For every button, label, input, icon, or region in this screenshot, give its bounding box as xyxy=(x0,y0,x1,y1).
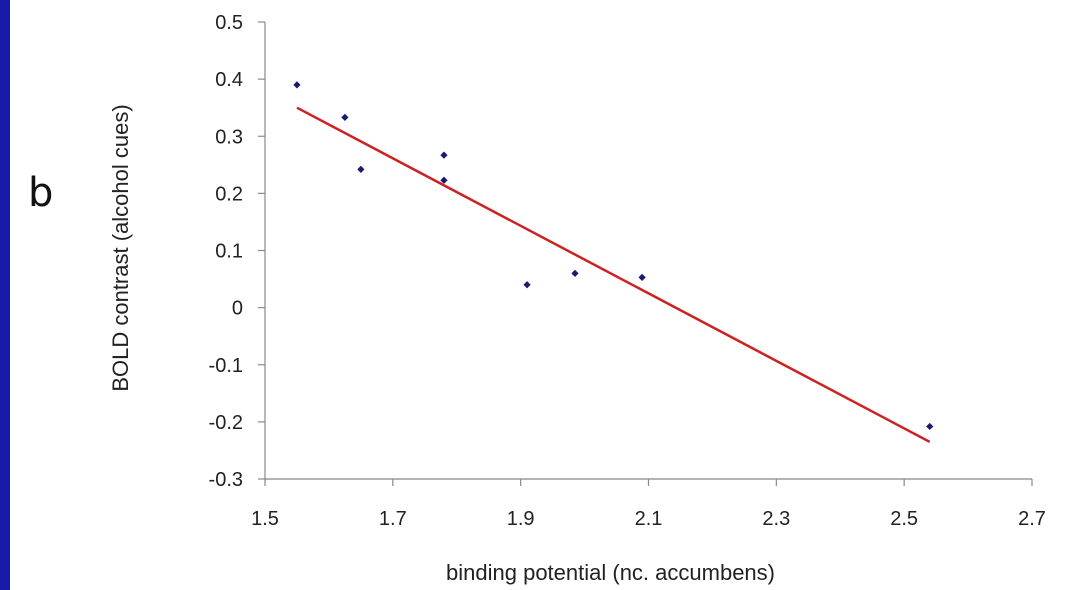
data-point xyxy=(440,176,448,184)
x-tick-label: 2.7 xyxy=(1018,508,1046,530)
data-point xyxy=(341,113,349,121)
y-tick-label: -0.1 xyxy=(209,355,243,377)
data-point xyxy=(440,151,448,159)
data-point xyxy=(293,81,301,89)
y-tick-label: 0.2 xyxy=(215,183,243,205)
x-tick-label: 2.3 xyxy=(762,508,790,530)
side-bar xyxy=(0,0,10,590)
panel-label: b xyxy=(28,170,54,216)
data-point xyxy=(357,165,365,173)
y-tick-label: 0.3 xyxy=(215,126,243,148)
data-point xyxy=(523,281,531,289)
x-tick-label: 2.5 xyxy=(890,508,918,530)
x-tick-label: 1.5 xyxy=(251,508,279,530)
y-tick-label: 0 xyxy=(232,298,243,320)
y-tick-label: -0.2 xyxy=(209,412,243,434)
y-tick-label: 0.1 xyxy=(215,241,243,263)
y-axis-label: BOLD contrast (alcohol cues) xyxy=(108,104,133,391)
x-tick-label: 1.9 xyxy=(507,508,535,530)
y-tick-label: 0.4 xyxy=(215,69,243,91)
x-axis-label: binding potential (nc. accumbens) xyxy=(446,560,775,585)
data-point xyxy=(926,422,934,431)
data-point xyxy=(638,273,646,281)
trend-line xyxy=(296,106,931,443)
y-tick-label: 0.5 xyxy=(215,12,243,34)
data-point xyxy=(571,269,579,277)
x-tick-label: 2.1 xyxy=(635,508,663,530)
y-tick-label: -0.3 xyxy=(209,469,243,491)
x-tick-label: 1.7 xyxy=(379,508,407,530)
